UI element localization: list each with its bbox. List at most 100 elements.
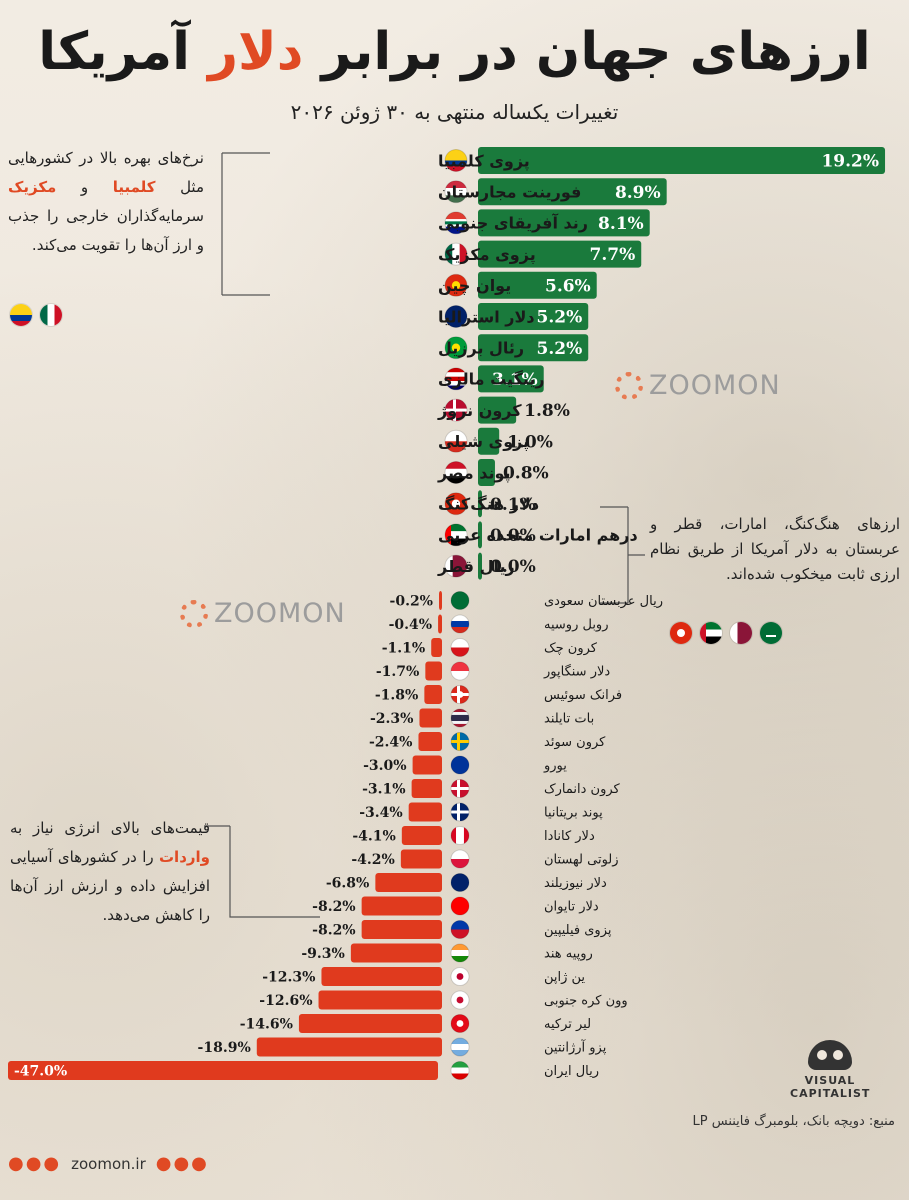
flag-mexico-icon [40,304,62,326]
bar [419,708,442,728]
flag-qa-icon [444,554,468,578]
flag-mx-icon [444,242,468,266]
bar [478,552,482,580]
flag-nz-icon [450,873,470,892]
bracket-energy [204,825,320,918]
bar [321,967,442,986]
value-label: -4.1% [352,829,395,845]
note-pegged: ارزهای هنگ‌کنگ، امارات، قطر و عربستان به… [650,515,900,583]
category-label: زلوتی لهستان [544,853,619,868]
flag-qatar-icon [730,622,752,644]
note1-text-b: سرمایه‌گذاران خارجی را جذب و ارز آن‌ها ر… [8,207,204,254]
note1-flags [10,304,62,326]
flag-co-icon [444,149,468,172]
value-label: -0.2% [390,594,433,610]
note1-text-mid: و [80,178,89,196]
flag-kr-icon [450,990,470,1010]
flag-sa-icon [450,591,470,610]
bar [478,427,500,455]
bracket-top [221,152,270,296]
flag-eg-icon [444,461,468,484]
bar [375,873,442,892]
note3-highlight-imports: واردات [158,848,210,866]
category-label: پزو آرژانتین [544,1039,607,1056]
bar [478,147,886,174]
value-label: 8.9% [615,183,661,203]
category-label: ریال ایران [544,1064,599,1079]
flag-cn-icon [444,273,468,297]
flag-ru-icon [450,614,470,634]
watermark-text-2: ZOOMON [214,598,346,629]
value-label: 0.0% [490,557,536,577]
bar [478,271,597,299]
flag-in-icon [450,943,470,963]
value-label: 0.0% [490,526,536,546]
flag-ar-icon [450,1037,470,1057]
value-label: -2.4% [369,735,412,751]
category-label: دلار کانادا [544,829,595,844]
note2-flags [670,622,782,644]
value-label: 3.1% [492,370,538,390]
flag-hk-icon [444,492,468,516]
zoomon-logo-icon [615,371,643,400]
value-label: -3.4% [359,805,402,821]
page-title: ارزهای جهان در برابر دلار آمریکا [0,22,909,82]
value-label: -1.1% [382,641,425,657]
note-energy: قیمت‌های بالای انرژی نیاز به واردات را د… [10,814,210,930]
site-footer: ●●● zoomon.ir ●●● [8,1153,209,1174]
bar [478,490,482,518]
vc-line1: VISUAL [804,1074,856,1087]
value-label: -9.3% [301,946,344,962]
bar [478,303,589,330]
category-label: ین ژاپن [544,970,585,985]
value-label: 0.8% [503,464,549,484]
bar [8,1061,438,1080]
flag-ca-icon [450,826,470,845]
bar [438,614,442,634]
flag-tw-icon [450,896,470,916]
category-label: دلار نیوزیلند [544,876,607,891]
flag-ir-icon [450,1061,470,1080]
category-label: بات تایلند [544,712,594,727]
value-label: -1.7% [376,664,419,680]
value-label: -14.6% [240,1017,293,1033]
category-label: یوان چین [438,276,511,296]
flag-hu-icon [444,180,468,204]
value-label: -12.3% [262,970,315,986]
flag-za-icon [444,211,468,235]
dots-left-icon: ●●● [8,1153,62,1174]
flag-dk-icon [450,779,470,798]
value-label: -8.2% [312,899,355,915]
flag-ch-icon [450,685,470,704]
flag-sg-icon [450,661,470,681]
title-accent: دلار [208,22,304,82]
flag-jp-icon [450,967,470,986]
category-label: کرون سوئد [544,735,606,750]
value-label: 1.0% [507,432,553,452]
note3-text-a: قیمت‌های بالای انرژی نیاز به [10,819,210,837]
note-high-rates: نرخ‌های بهره بالا در کشورهایی مثل کلمبیا… [8,144,204,260]
bar [478,209,650,237]
bar [350,943,442,963]
flag-no-icon [444,398,468,422]
page-subtitle: تغییرات یکساله منتهی به ۳۰ ژوئن ۲۰۲۶ [290,100,619,124]
watermark-2: ZOOMON [180,598,346,629]
watermark-text-1: ZOOMON [649,370,781,401]
visual-capitalist-logo: VISUAL CAPITALIST [790,1040,870,1100]
flag-eu-icon [450,755,470,775]
dots-right-icon: ●●● [155,1153,209,1174]
zoomon-logo-icon [180,599,208,628]
category-label: پزوی فیلیپین [544,923,612,938]
value-label: -47.0% [14,1064,67,1080]
bar [318,990,442,1010]
bracket-pegged [600,506,645,604]
site-url[interactable]: zoomon.ir [71,1154,146,1173]
category-label: روپیه هند [544,947,593,962]
flag-cz-icon [450,638,470,657]
category-label: پزوی مکزیک [438,245,536,265]
category-label: یورو [543,759,567,774]
bar [408,802,442,822]
value-label: -3.1% [362,782,405,798]
bar [361,896,442,916]
